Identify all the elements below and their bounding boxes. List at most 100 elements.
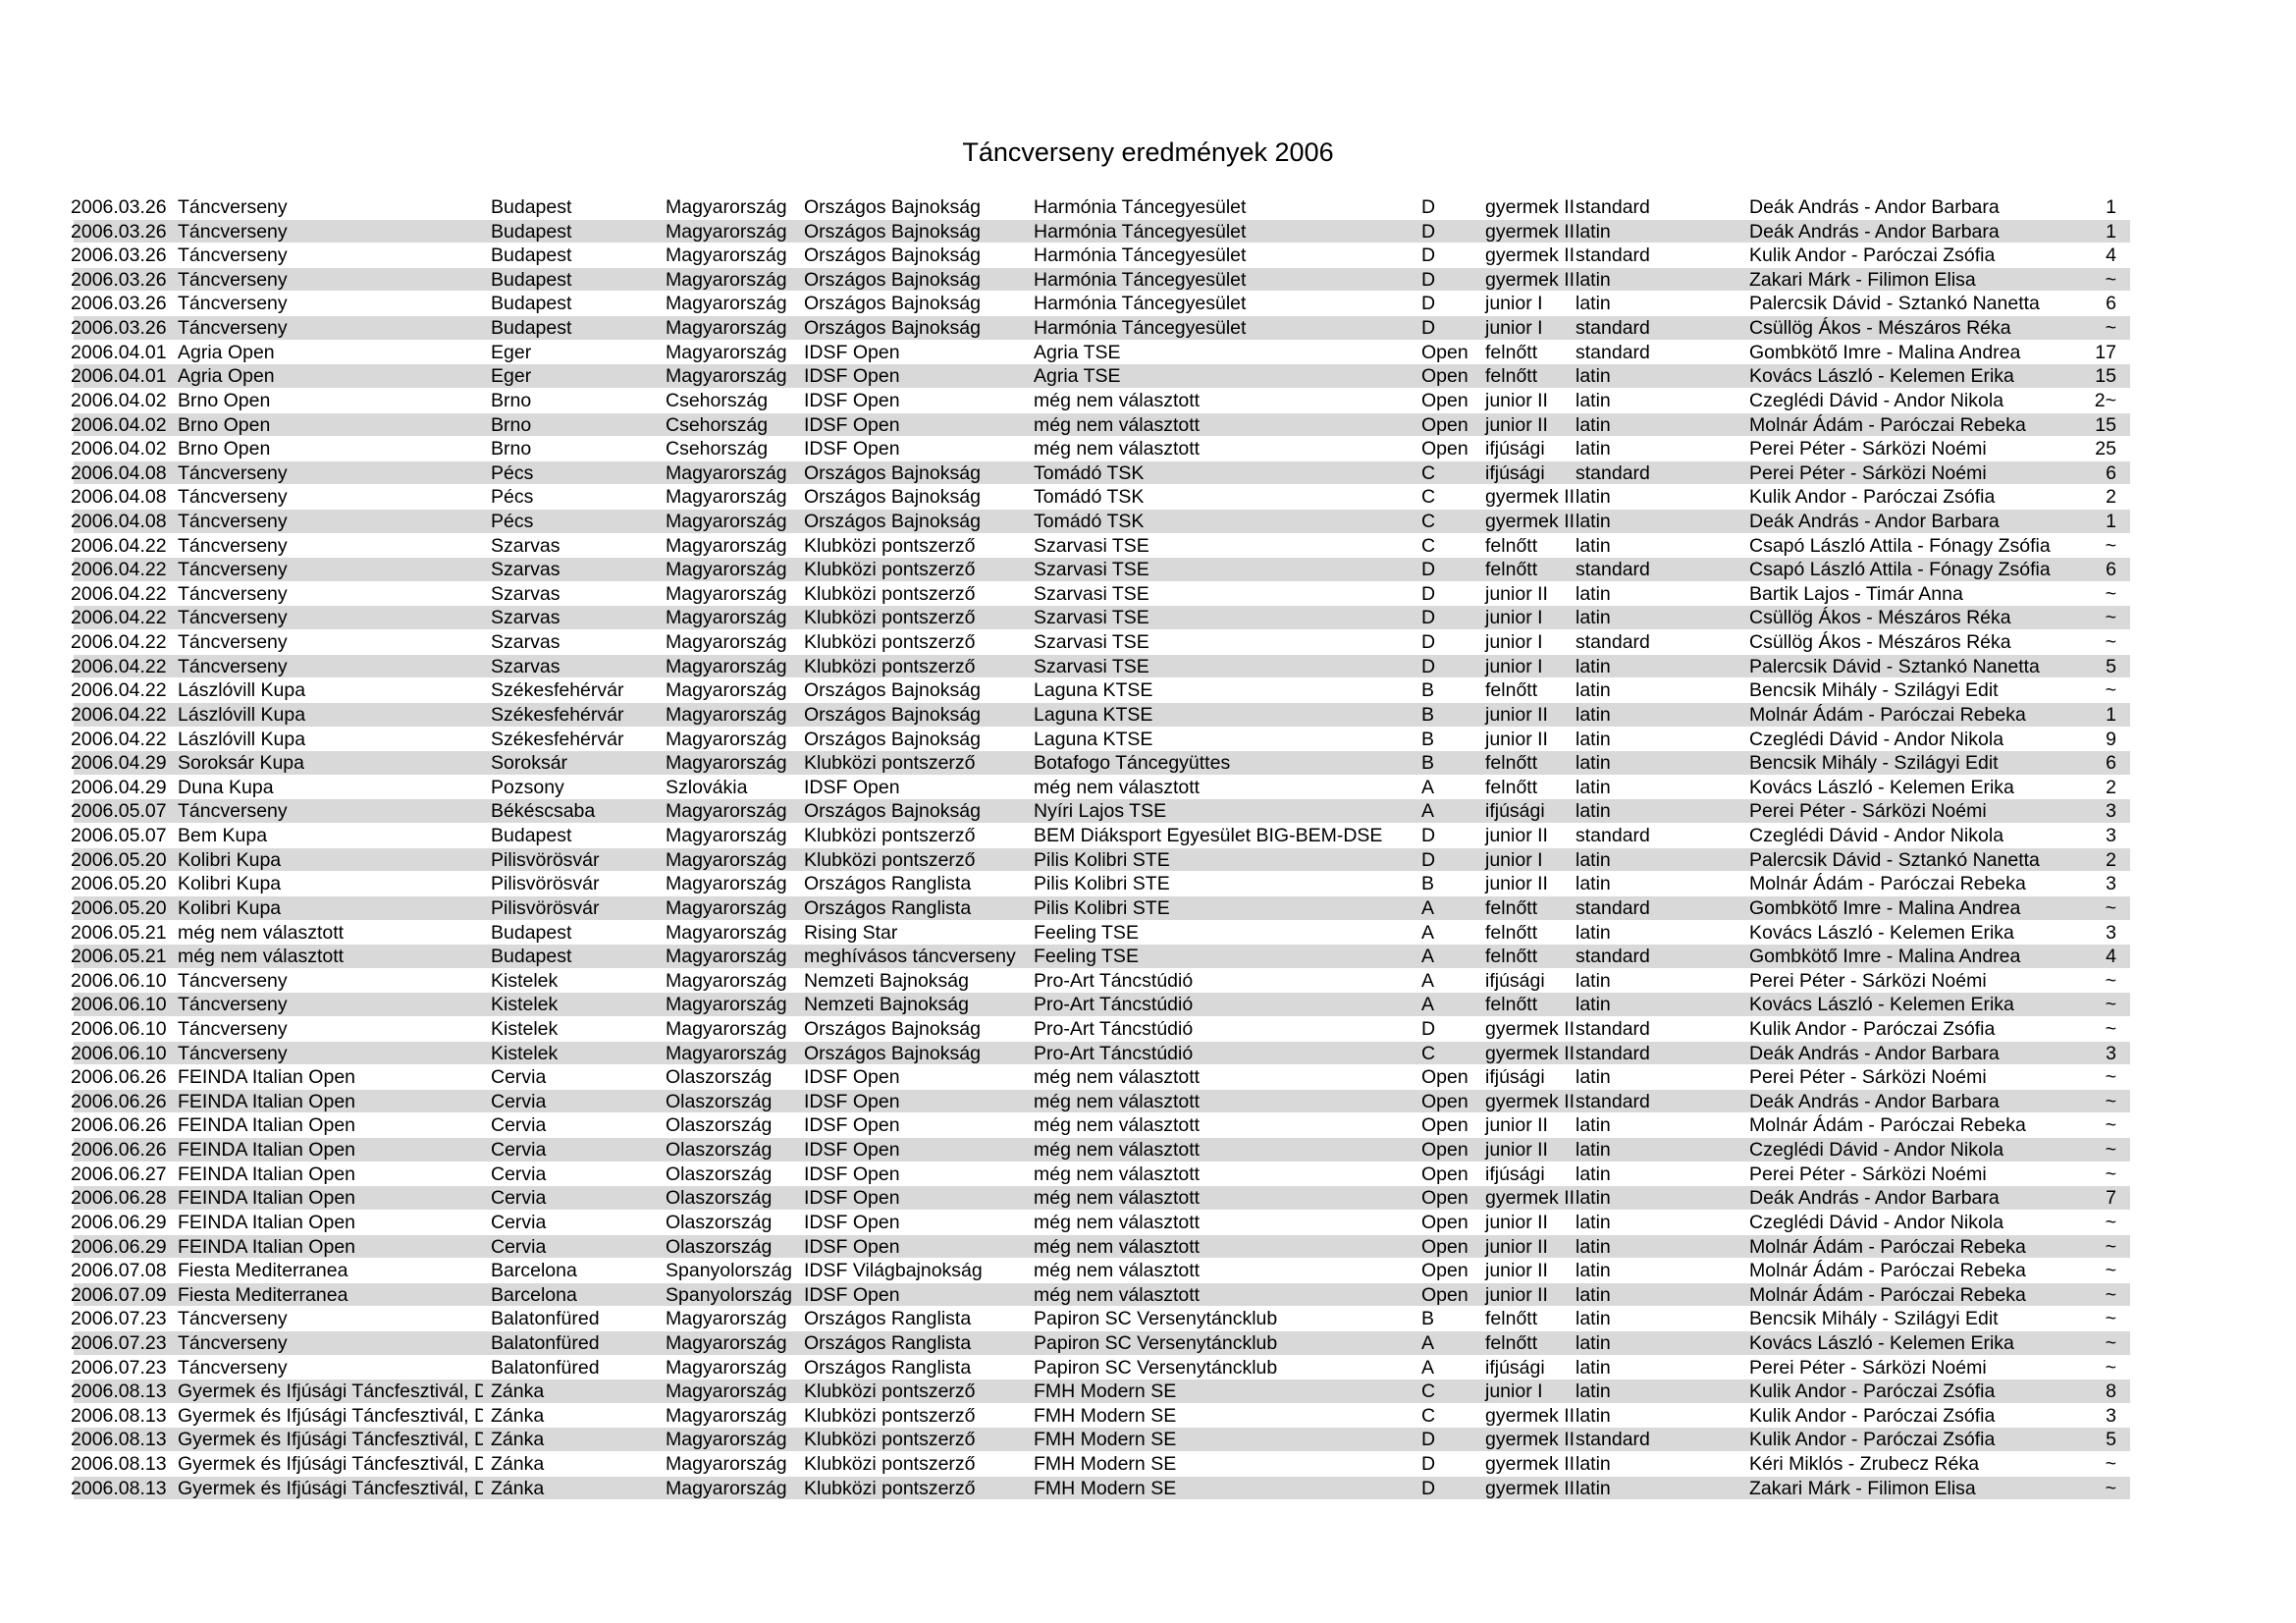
cell-organizer: Tomádó TSK (1034, 461, 1145, 484)
table-row: 2006.04.01 Agria Open Eger Magyarország IDSF… (0, 364, 2296, 389)
cell-date: 2006.04.08 (71, 511, 167, 533)
cell-result: 2 (2106, 776, 2116, 798)
cell-country: Szlovákia (666, 776, 748, 798)
row-zebra-band (74, 364, 2130, 388)
cell-dance-style: standard (1575, 1429, 1650, 1451)
cell-competition-type: Országos Bajnokság (804, 679, 981, 702)
cell-age-group: felnőtt (1485, 1308, 1538, 1330)
cell-country: Magyarország (666, 1429, 787, 1451)
cell-country: Csehország (666, 389, 769, 411)
cell-event-name: Agria Open (178, 341, 275, 363)
cell-date: 2006.06.26 (71, 1066, 167, 1089)
cell-dance-style: latin (1575, 873, 1611, 895)
cell-result: ~ (2105, 1066, 2116, 1089)
cell-competition-type: Országos Bajnokság (804, 1017, 981, 1040)
cell-competition-type: Országos Bajnokság (804, 511, 981, 533)
cell-age-group: felnőtt (1485, 534, 1538, 557)
cell-dance-style: latin (1575, 728, 1611, 750)
cell-dance-style: latin (1575, 1283, 1611, 1306)
cell-couple: Csapó László Attila - Fónagy Zsófia (1749, 534, 2051, 557)
cell-class: Open (1421, 1114, 1468, 1137)
cell-class: B (1421, 1308, 1435, 1330)
cell-date: 2006.07.09 (71, 1283, 167, 1306)
cell-class: D (1421, 825, 1436, 847)
cell-organizer: Pro-Art Táncstúdió (1034, 1042, 1194, 1064)
cell-couple: Palercsik Dávid - Sztankó Nanetta (1749, 848, 2040, 871)
cell-dance-style: standard (1575, 825, 1650, 847)
cell-result: ~ (2105, 1163, 2116, 1185)
cell-couple: Molnár Ádám - Paróczai Rebeka (1749, 703, 2026, 726)
cell-competition-type: IDSF Open (804, 1187, 900, 1210)
cell-age-group: junior II (1485, 873, 1548, 895)
cell-event-name: Táncverseny (178, 607, 288, 629)
cell-class: Open (1421, 1211, 1468, 1233)
cell-organizer: Harmónia Táncegyesület (1034, 268, 1247, 291)
row-zebra-band (74, 1330, 2130, 1355)
table-row: 2006.03.26 Táncverseny Budapest Magyarorszá… (0, 195, 2296, 220)
cell-class: Open (1421, 1090, 1468, 1112)
cell-date: 2006.04.22 (71, 559, 167, 581)
cell-date: 2006.04.29 (71, 776, 167, 798)
cell-organizer: még nem választott (1034, 389, 1201, 411)
table-row: 2006.06.26 FEINDA Italian Open Cervia Olasz… (0, 1089, 2296, 1114)
cell-competition-type: IDSF Open (804, 341, 900, 363)
cell-country: Magyarország (666, 631, 787, 654)
cell-result: ~ (2105, 1090, 2116, 1112)
cell-organizer: BEM Diáksport Egyesület BIG-BEM-DSE (1034, 825, 1383, 847)
cell-dance-style: latin (1575, 293, 1611, 315)
cell-city: Székesfehérvár (491, 728, 624, 750)
cell-dance-style: latin (1575, 1066, 1611, 1089)
table-row: 2006.03.26 Táncverseny Budapest Magyarorszá… (0, 243, 2296, 268)
cell-age-group: ifjúsági (1485, 1356, 1545, 1379)
table-row: 2006.04.08 Táncverseny Pécs Magyarország Ors… (0, 510, 2296, 534)
cell-competition-type: Klubközi pontszerző (804, 631, 976, 654)
cell-class: D (1421, 1429, 1436, 1451)
cell-city: Cervia (491, 1066, 547, 1089)
cell-result: ~ (2105, 1017, 2116, 1040)
cell-competition-type: IDSF Open (804, 438, 900, 460)
row-zebra-band (74, 267, 2130, 292)
cell-age-group: ifjúsági (1485, 438, 1545, 460)
cell-dance-style: latin (1575, 703, 1611, 726)
cell-city: Budapest (491, 921, 572, 944)
cell-class: Open (1421, 1283, 1468, 1306)
cell-competition-type: Rising Star (804, 921, 898, 944)
cell-result: ~ (2105, 1356, 2116, 1379)
table-row: 2006.04.22 Táncverseny Szarvas Magyarország… (0, 606, 2296, 630)
cell-result: 1 (2106, 196, 2116, 218)
cell-result: 2 (2106, 848, 2116, 871)
table-row: 2006.07.09 Fiesta Mediterranea Barcelona Sp… (0, 1282, 2296, 1308)
cell-class: C (1421, 511, 1436, 533)
cell-date: 2006.03.26 (71, 317, 167, 340)
cell-event-name: FEINDA Italian Open (178, 1211, 356, 1233)
cell-date: 2006.06.26 (71, 1114, 167, 1137)
table-row: 2006.04.22 Lászlóvill Kupa Székesfehérvár M… (0, 678, 2296, 703)
cell-city: Zánka (491, 1477, 545, 1499)
cell-dance-style: latin (1575, 994, 1611, 1016)
cell-class: Open (1421, 438, 1468, 460)
cell-country: Spanyolország (666, 1260, 792, 1282)
cell-country: Magyarország (666, 1380, 787, 1403)
cell-class: D (1421, 1477, 1436, 1499)
cell-dance-style: latin (1575, 655, 1611, 677)
cell-date: 2006.06.28 (71, 1187, 167, 1210)
table-row: 2006.04.22 Lászlóvill Kupa Székesfehérvár M… (0, 728, 2296, 752)
cell-country: Magyarország (666, 655, 787, 677)
cell-result: ~ (2105, 1211, 2116, 1233)
cell-event-name: Táncverseny (178, 1017, 288, 1040)
cell-event-name: FEINDA Italian Open (178, 1187, 356, 1210)
cell-city: Budapest (491, 317, 572, 340)
cell-country: Magyarország (666, 1404, 787, 1427)
cell-result: ~ (2105, 1235, 2116, 1258)
cell-couple: Kovács László - Kelemen Erika (1749, 921, 2014, 944)
cell-competition-type: Országos Bajnokság (804, 728, 981, 750)
cell-date: 2006.04.22 (71, 679, 167, 702)
cell-country: Magyarország (666, 220, 787, 243)
cell-event-name: Lászlóvill Kupa (178, 728, 306, 750)
cell-age-group: gyermek II (1485, 1477, 1575, 1499)
cell-country: Magyarország (666, 244, 787, 267)
cell-result: 1 (2106, 703, 2116, 726)
cell-event-name: Táncverseny (178, 1356, 288, 1379)
cell-date: 2006.04.08 (71, 486, 167, 509)
cell-date: 2006.06.10 (71, 994, 167, 1016)
